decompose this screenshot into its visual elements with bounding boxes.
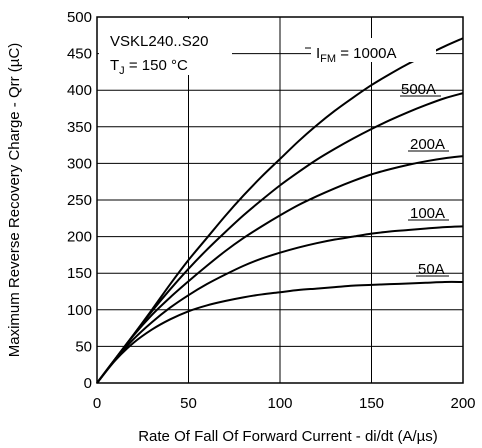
series-curves (96, 37, 464, 384)
series-curve-100A (96, 225, 464, 384)
x-tick-label-2: 100 (267, 395, 292, 412)
plot-frame (96, 16, 464, 384)
y-tick-label-1: 50 (75, 338, 92, 355)
y-tick-label-8: 400 (67, 82, 92, 99)
series-label-1000A: IFM = 1000A (316, 45, 397, 65)
y-tick-label-9: 450 (67, 46, 92, 63)
y-tick-label-4: 200 (67, 229, 92, 246)
x-tick-label-1: 50 (180, 395, 197, 412)
series-label-500A: 500A (401, 81, 436, 98)
tick-labels: 0 50 100 150 200 0 50 100 150 200 250 300 350 400 450 5… (67, 9, 476, 412)
y-tick-label-0: 0 (84, 375, 92, 392)
temperature-label: TJ = 150 °C (110, 57, 188, 77)
series-label-100A: 100A (410, 205, 445, 222)
series-curve-200A (96, 155, 464, 384)
series-curve-50A (96, 280, 464, 384)
y-tick-label-2: 100 (67, 302, 92, 319)
series-curve-1000A (96, 37, 464, 384)
y-tick-label-7: 350 (67, 119, 92, 136)
device-label: VSKL240..S20 (110, 33, 208, 50)
label-mask-1000A (311, 38, 436, 62)
device-label-mask (99, 19, 232, 75)
x-tick-label-3: 150 (359, 395, 384, 412)
x-tick-label-0: 0 (93, 395, 101, 412)
y-tick-label-3: 150 (67, 265, 92, 282)
series-curve-500A (96, 92, 464, 384)
series-label-50A: 50A (418, 261, 445, 278)
series-label-200A: 200A (410, 136, 445, 153)
y-axis-label: Maximum Reverse Recovery Charge - Qrr (µ… (6, 43, 23, 358)
y-tick-label-10: 500 (67, 9, 92, 26)
x-tick-label-4: 200 (450, 395, 475, 412)
y-tick-label-6: 300 (67, 155, 92, 172)
x-axis-label: Rate Of Fall Of Forward Current - di/dt … (138, 428, 438, 445)
y-tick-label-5: 250 (67, 192, 92, 209)
